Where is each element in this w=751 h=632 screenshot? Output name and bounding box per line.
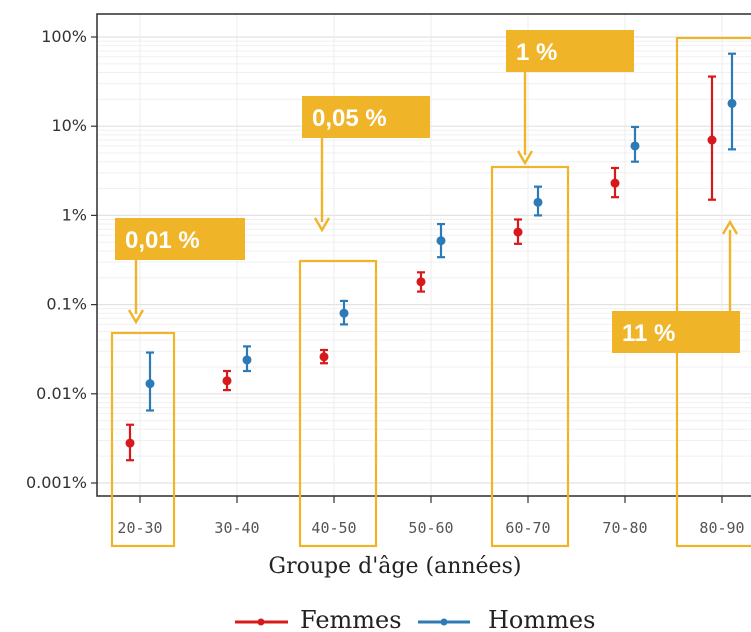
data-point bbox=[125, 438, 135, 448]
x-tick-label: 50-60 bbox=[408, 519, 453, 537]
data-point bbox=[242, 355, 252, 365]
data-point bbox=[145, 379, 155, 389]
legend-label-hommes: Hommes bbox=[488, 606, 595, 632]
data-point bbox=[610, 178, 620, 188]
callout-3: 1 % bbox=[506, 30, 634, 166]
callout-box bbox=[115, 218, 245, 260]
x-tick-label: 20-30 bbox=[117, 519, 162, 537]
series-femmes bbox=[125, 75, 717, 462]
y-axis: 0.001% 0.01% 0.1% 1% 10% 100% bbox=[26, 27, 97, 492]
callout-layer: 0,01 % 0,05 % 1 % 11 % bbox=[115, 30, 740, 353]
y-tick-label: 0.01% bbox=[36, 384, 87, 403]
legend-marker-femmes bbox=[257, 618, 265, 626]
x-tick-label: 70-80 bbox=[602, 519, 647, 537]
data-point bbox=[630, 141, 640, 151]
highlight-box bbox=[298, 259, 378, 548]
legend-item-hommes: Hommes bbox=[418, 606, 595, 632]
x-tick-label: 40-50 bbox=[311, 519, 356, 537]
callout-label: 11 % bbox=[622, 320, 675, 347]
callout-1: 0,01 % bbox=[115, 218, 245, 325]
y-tick-label: 100% bbox=[41, 27, 87, 46]
legend-label-femmes: Femmes bbox=[300, 606, 402, 632]
data-point bbox=[436, 236, 446, 246]
x-axis-title: Groupe d'âge (années) bbox=[269, 554, 522, 579]
callout-arrow-head bbox=[127, 309, 145, 325]
highlight-box bbox=[675, 36, 751, 548]
series-hommes bbox=[145, 52, 737, 412]
data-point bbox=[416, 277, 426, 287]
callout-label: 1 % bbox=[516, 39, 557, 66]
data-point bbox=[533, 197, 543, 207]
y-tick-label: 0.1% bbox=[46, 295, 87, 314]
x-tick-label: 80-90 bbox=[699, 519, 744, 537]
plot-border bbox=[96, 13, 751, 497]
highlight-box bbox=[110, 331, 176, 548]
data-point bbox=[339, 308, 349, 318]
data-point bbox=[513, 227, 523, 237]
y-tick-label: 0.001% bbox=[26, 473, 87, 492]
series-layer bbox=[125, 52, 737, 462]
legend: Femmes Hommes bbox=[235, 606, 595, 632]
data-point bbox=[707, 135, 717, 145]
callout-arrow-head bbox=[313, 217, 331, 233]
callout-4: 11 % bbox=[612, 219, 740, 353]
x-tick-label: 60-70 bbox=[505, 519, 550, 537]
y-tick-label: 1% bbox=[62, 205, 87, 224]
data-point bbox=[222, 376, 232, 386]
highlight-box bbox=[490, 165, 570, 548]
legend-marker-hommes bbox=[440, 618, 448, 626]
legend-item-femmes: Femmes bbox=[235, 606, 402, 632]
highlight-layer bbox=[110, 36, 751, 548]
callout-box bbox=[506, 30, 634, 72]
callout-box bbox=[302, 96, 430, 138]
callout-box bbox=[612, 311, 740, 353]
callout-2: 0,05 % bbox=[302, 96, 430, 233]
x-axis: 20-30 30-40 40-50 50-60 60-70 70-80 80-90 bbox=[117, 496, 745, 537]
callout-arrow-head bbox=[721, 219, 739, 235]
data-point bbox=[727, 98, 737, 108]
y-tick-label: 10% bbox=[51, 116, 87, 135]
callout-label: 0,01 % bbox=[125, 227, 200, 254]
data-point bbox=[319, 352, 329, 362]
callout-arrow-head bbox=[516, 150, 534, 166]
x-tick-label: 30-40 bbox=[214, 519, 259, 537]
callout-label: 0,05 % bbox=[312, 105, 387, 132]
